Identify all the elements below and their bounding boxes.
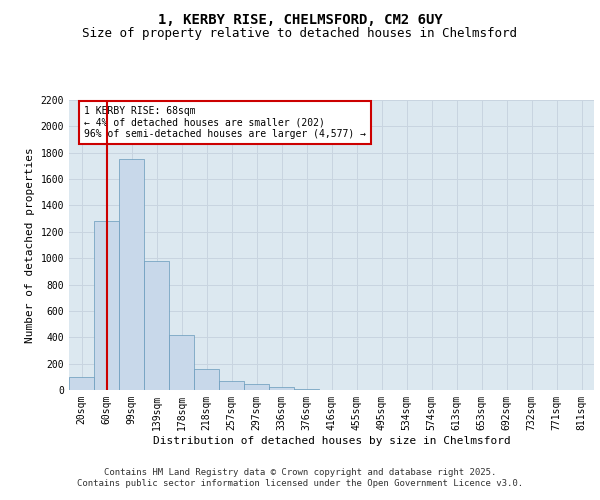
Y-axis label: Number of detached properties: Number of detached properties	[25, 147, 35, 343]
Bar	[169, 334, 194, 390]
Bar	[119, 160, 144, 390]
Bar	[69, 377, 94, 390]
Bar	[144, 261, 169, 390]
Bar	[269, 388, 294, 390]
Bar	[94, 222, 119, 390]
Bar	[219, 382, 244, 390]
Text: Contains HM Land Registry data © Crown copyright and database right 2025.
Contai: Contains HM Land Registry data © Crown c…	[77, 468, 523, 487]
Text: Size of property relative to detached houses in Chelmsford: Size of property relative to detached ho…	[83, 28, 517, 40]
Bar	[194, 369, 219, 390]
Text: 1, KERBY RISE, CHELMSFORD, CM2 6UY: 1, KERBY RISE, CHELMSFORD, CM2 6UY	[158, 12, 442, 26]
Text: 1 KERBY RISE: 68sqm
← 4% of detached houses are smaller (202)
96% of semi-detach: 1 KERBY RISE: 68sqm ← 4% of detached hou…	[84, 106, 366, 139]
Bar	[244, 384, 269, 390]
X-axis label: Distribution of detached houses by size in Chelmsford: Distribution of detached houses by size …	[152, 436, 511, 446]
